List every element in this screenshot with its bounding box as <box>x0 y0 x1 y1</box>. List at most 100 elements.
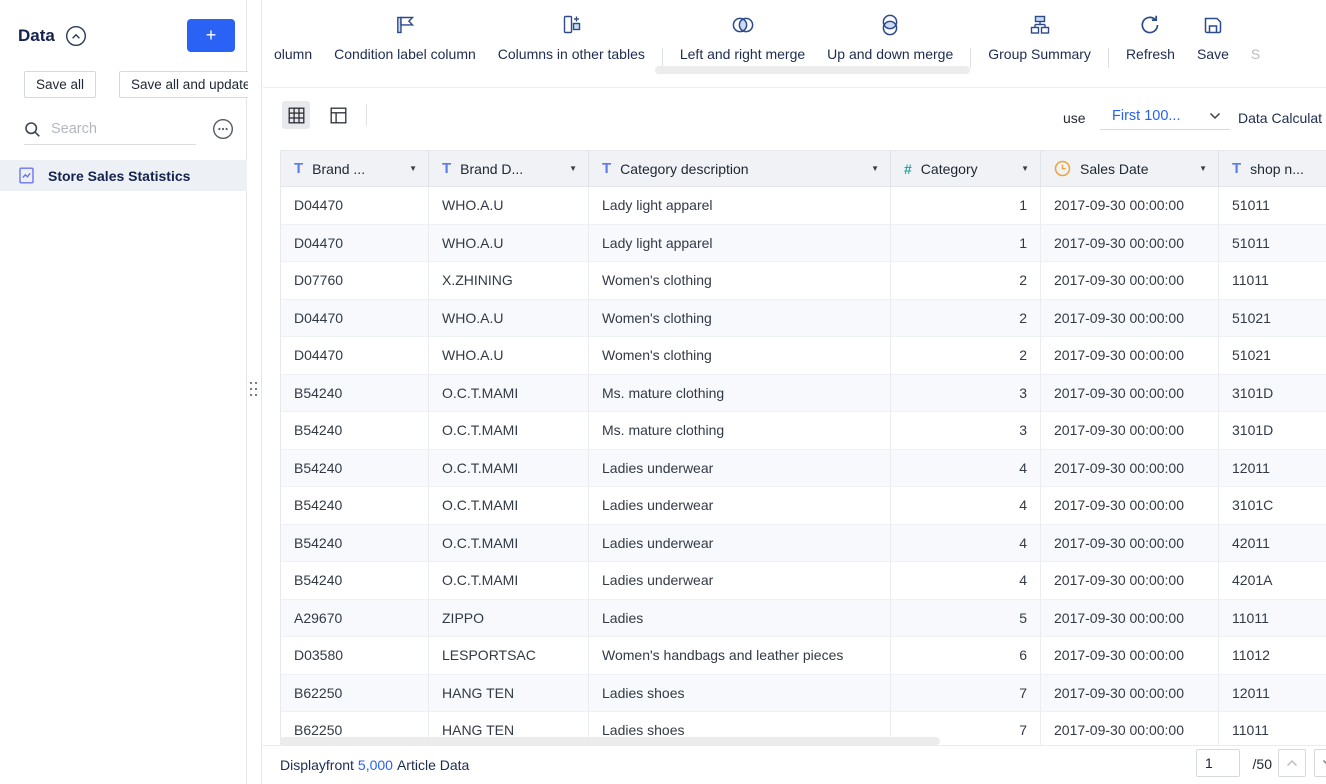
table-cell: 11011 <box>1219 262 1326 300</box>
save-icon <box>1200 12 1226 38</box>
table-row[interactable]: D04470 WHO.A.U Lady light apparel 1 2017-09-… <box>281 224 1326 262</box>
table-cell: 2017-09-30 00:00:00 <box>1041 562 1219 600</box>
filter-caret-icon[interactable]: ▼ <box>409 164 417 173</box>
table-cell: Ms. mature clothing <box>589 374 891 412</box>
toolbar-item-refresh[interactable]: Refresh <box>1115 0 1186 63</box>
toolbar-item-up-and-down-merge[interactable]: Up and down merge <box>816 0 964 63</box>
table-cell: 2017-09-30 00:00:00 <box>1041 599 1219 637</box>
filter-caret-icon[interactable]: ▼ <box>1199 164 1207 173</box>
table-cell: B62250 <box>281 712 429 745</box>
filter-caret-icon[interactable]: ▼ <box>1021 164 1029 173</box>
table-cell: 3101D <box>1219 375 1326 412</box>
column-header-category[interactable]: # Category ▼ <box>891 151 1041 186</box>
venn-horizontal-icon <box>730 12 756 38</box>
table-cell: O.C.T.MAMI <box>429 562 589 600</box>
table-cell: 3 <box>891 374 1041 412</box>
table-row[interactable]: D04470 WHO.A.U Women's clothing 2 2017-09-30… <box>281 337 1326 375</box>
refresh-icon <box>1137 12 1163 38</box>
display-prefix: Displayfront <box>280 757 354 773</box>
table-row[interactable]: B62250 HANG TEN Ladies shoes 7 2017-09-30 00… <box>281 674 1326 712</box>
column-header-brand[interactable]: T Brand ... ▼ <box>281 151 429 186</box>
search-input[interactable] <box>51 121 171 137</box>
table-row[interactable]: B54240 O.C.T.MAMI Ms. mature clothing 3 2017… <box>281 374 1326 412</box>
page-number-input[interactable] <box>1196 749 1240 777</box>
toolbar-item-olumn[interactable]: olumn <box>263 0 323 63</box>
table-cell: WHO.A.U <box>429 187 589 225</box>
table-row[interactable]: B54240 O.C.T.MAMI Ladies underwear 4 2017-09… <box>281 487 1326 525</box>
table-row[interactable]: B54240 O.C.T.MAMI Ladies underwear 4 2017-09… <box>281 449 1326 487</box>
add-data-button[interactable]: + <box>187 19 235 52</box>
previous-page-button[interactable] <box>1278 749 1306 777</box>
table-cell: Ladies shoes <box>589 674 891 712</box>
table-cell: 1 <box>891 187 1041 225</box>
toolbar-item-label: Condition label column <box>334 46 476 62</box>
toolbar-item-left-and-right-merge[interactable]: Left and right merge <box>669 0 816 63</box>
table-cell: O.C.T.MAMI <box>429 487 589 525</box>
data-calculation-label[interactable]: Data Calculat <box>1238 110 1323 126</box>
table-cell: 7 <box>891 712 1041 745</box>
column-label: Category <box>920 160 978 177</box>
save-all-button[interactable]: Save all <box>24 71 97 98</box>
table-cell: 4 <box>891 487 1041 525</box>
collapse-panel-icon[interactable] <box>65 25 87 47</box>
table-cell: 2017-09-30 00:00:00 <box>1041 524 1219 562</box>
table-row[interactable]: D07760 X.ZHINING Women's clothing 2 2017-09-… <box>281 262 1326 300</box>
toolbar-item-s: S <box>1240 0 1271 63</box>
table-row[interactable]: D04470 WHO.A.U Lady light apparel 1 2017-09-… <box>281 187 1326 225</box>
table-cell: 4 <box>891 562 1041 600</box>
toolbar-item-columns-in-other-tables[interactable]: Columns in other tables <box>487 0 656 63</box>
table-cell: 11011 <box>1219 712 1326 745</box>
display-suffix: Article Data <box>396 757 470 773</box>
table-cell: Lady light apparel <box>589 224 891 262</box>
grid-view-button[interactable] <box>282 101 310 129</box>
table-horizontal-scrollbar[interactable] <box>280 737 940 745</box>
toolbar-horizontal-scrollbar[interactable] <box>655 66 970 74</box>
search-box[interactable] <box>24 114 196 145</box>
table-cell: 12011 <box>1219 450 1326 487</box>
table-cell: 2017-09-30 00:00:00 <box>1041 187 1219 225</box>
panel-view-button[interactable] <box>324 101 352 129</box>
filter-caret-icon[interactable]: ▼ <box>569 164 577 173</box>
table-cell: O.C.T.MAMI <box>429 412 589 450</box>
more-options-icon[interactable] <box>212 118 234 140</box>
column-header-category-description[interactable]: T Category description ▼ <box>589 151 891 186</box>
toolbar-item-label: Up and down merge <box>827 46 954 62</box>
save-all-and-update-button[interactable]: Save all and update <box>119 71 263 98</box>
column-header-brand-d[interactable]: T Brand D... ▼ <box>429 151 589 186</box>
table-cell: 3101D <box>1219 412 1326 450</box>
table-row[interactable]: A29670 ZIPPO Ladies 5 2017-09-30 00:00:00 110… <box>281 599 1326 637</box>
table-row[interactable]: D03580 LESPORTSAC Women's handbags and lea… <box>281 637 1326 675</box>
table-cell: Ladies underwear <box>589 487 891 525</box>
column-header-sales-date[interactable]: Sales Date ▼ <box>1041 151 1219 186</box>
row-limit-value: First 100... <box>1112 108 1181 124</box>
table-cell: O.C.T.MAMI <box>429 524 589 562</box>
chart-document-icon <box>17 166 36 185</box>
table-cell: WHO.A.U <box>429 337 589 375</box>
text-type-icon: T <box>602 160 612 177</box>
filter-caret-icon[interactable]: ▼ <box>871 164 879 173</box>
toolbar-item-condition-label-column[interactable]: Condition label column <box>323 0 487 63</box>
table-cell: 51021 <box>1219 337 1326 375</box>
toolbar-item-group-summary[interactable]: Group Summary <box>977 0 1102 63</box>
table-cell: 51021 <box>1219 300 1326 337</box>
table-cell: D04470 <box>281 337 429 375</box>
drag-handle[interactable] <box>250 382 259 398</box>
view-separator <box>366 104 367 126</box>
table-cell: Women's clothing <box>589 299 891 337</box>
table-row[interactable]: B54240 O.C.T.MAMI Ms. mature clothing 3 2017… <box>281 412 1326 450</box>
text-type-icon: T <box>294 160 304 177</box>
text-type-icon: T <box>442 160 452 177</box>
sidebar-item-store-sales-statistics[interactable]: Store Sales Statistics <box>0 160 247 191</box>
table-row[interactable]: B54240 O.C.T.MAMI Ladies underwear 4 2017-09… <box>281 524 1326 562</box>
table-cell: D04470 <box>281 224 429 262</box>
table-cell: HANG TEN <box>429 674 589 712</box>
row-limit-dropdown[interactable]: First 100... <box>1100 103 1230 130</box>
next-page-button[interactable] <box>1314 749 1326 777</box>
table-cell: 1 <box>891 224 1041 262</box>
table-row[interactable]: D04470 WHO.A.U Women's clothing 2 2017-09-30… <box>281 299 1326 337</box>
table-row[interactable]: B54240 O.C.T.MAMI Ladies underwear 4 2017-09… <box>281 562 1326 600</box>
venn-vertical-icon <box>877 12 903 38</box>
table-cell: WHO.A.U <box>429 299 589 337</box>
toolbar-item-save[interactable]: Save <box>1186 0 1240 63</box>
